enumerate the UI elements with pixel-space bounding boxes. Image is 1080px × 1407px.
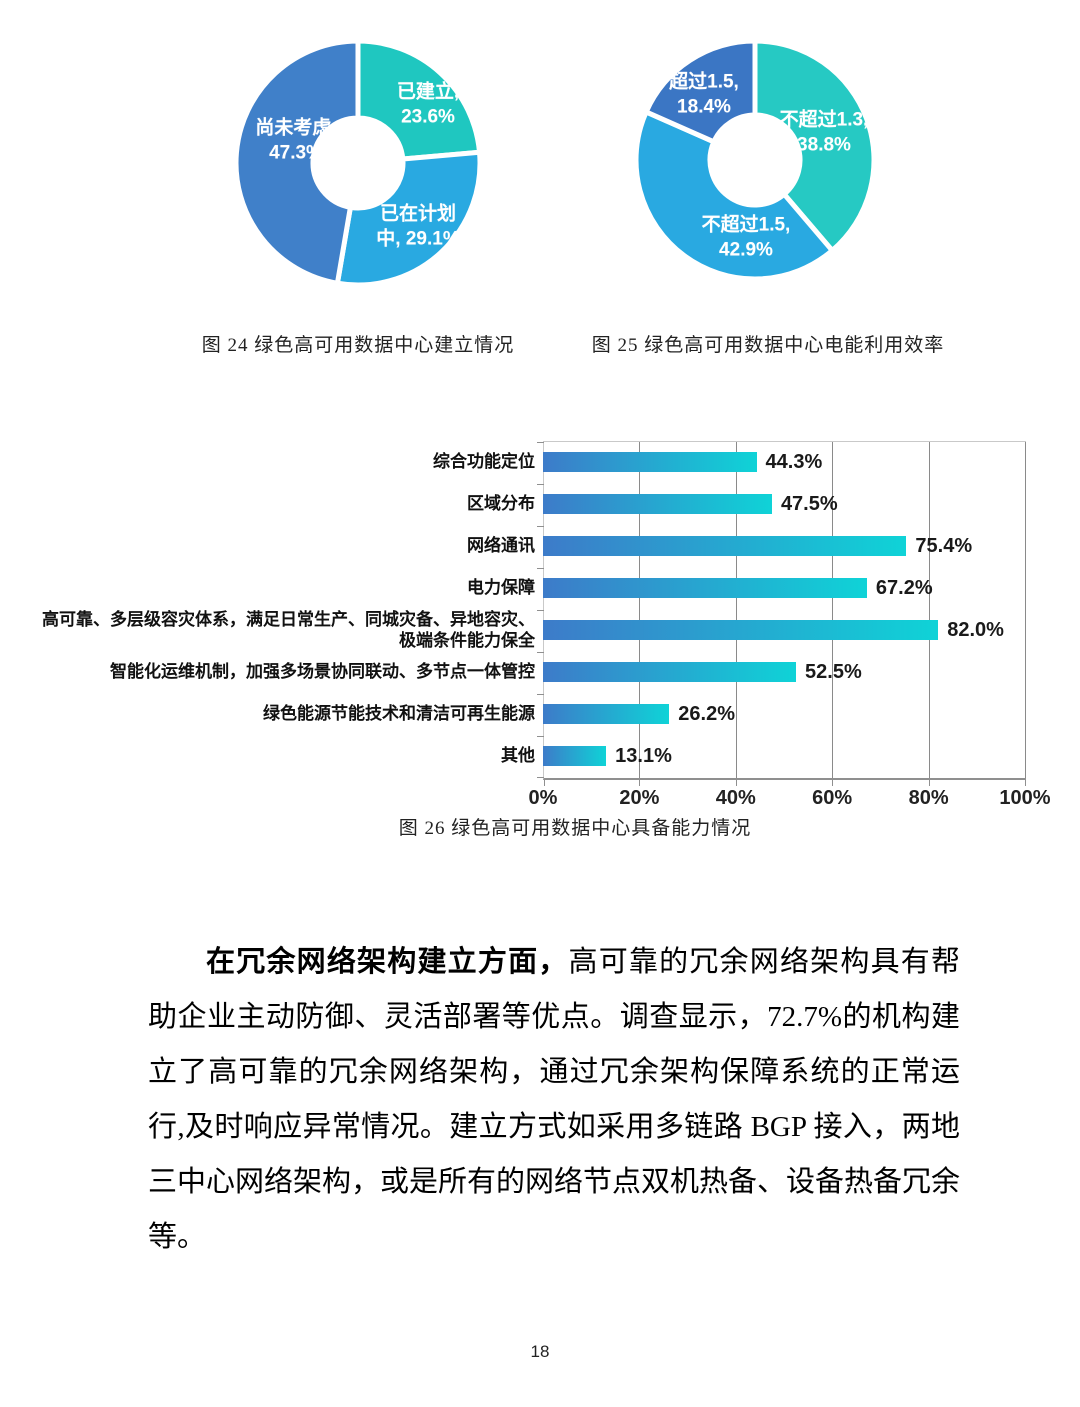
bar-value-label: 26.2%: [678, 702, 735, 725]
bar-chart-capabilities: 综合功能定位 44.3% 区域分布 47.5% 网络通讯 75.4% 电力保障 67.2% 高可…: [35, 441, 1051, 809]
bar-track: 44.3%: [543, 441, 1025, 483]
pie-slice-尚未考虑: [233, 38, 361, 287]
bar-track: 67.2%: [543, 567, 1025, 609]
bar-category-label: 智能化运维机制，加强多场景协同联动、多节点一体管控: [110, 662, 535, 682]
paragraph-bold-lead: 在冗余网络架构建立方面，: [206, 946, 569, 978]
bar: [543, 452, 757, 472]
bar-track: 82.0%: [543, 609, 1025, 651]
y-axis-tick: [537, 736, 544, 737]
bar-category-label: 高可靠、多层级容灾体系，满足日常生产、同城灾备、异地容灾、极端条件能力保全: [42, 609, 535, 650]
donut-svg: [233, 38, 483, 288]
pie-slice-已在计划中: [334, 149, 483, 288]
bar: [543, 536, 907, 556]
y-axis-tick: [537, 484, 544, 485]
bar-value-label: 67.2%: [875, 576, 933, 599]
y-axis-tick: [537, 652, 544, 653]
y-axis-tick: [537, 777, 544, 778]
gridline: [832, 442, 834, 778]
bar-track: 13.1%: [543, 735, 1025, 777]
bar-chart-rows: 综合功能定位 44.3% 区域分布 47.5% 网络通讯 75.4% 电力保障 67.2% 高可…: [35, 441, 1025, 777]
x-axis-tick-label: 20%: [619, 787, 660, 809]
bar-track: 75.4%: [543, 525, 1025, 567]
x-axis-tick-labels: 0% 20% 40% 60% 80% 100%: [529, 787, 1051, 811]
pie-slice-label: 超过1.5, 18.4%: [669, 71, 739, 117]
pie-slice-label: 尚未考虑, 47.3%: [255, 117, 337, 163]
bar-row: 其他 13.1%: [35, 735, 1025, 777]
paragraph-body-text: 高可靠的冗余网络架构具有帮助企业主动防御、灵活部署等优点。调查显示，72.7%的…: [148, 946, 961, 1253]
pie-slice-label: 不超过1.3, 38.8%: [779, 109, 869, 155]
bar-row: 高可靠、多层级容灾体系，满足日常生产、同城灾备、异地容灾、极端条件能力保全 82.…: [35, 609, 1025, 651]
bar-chart-plot-area: [537, 441, 1026, 786]
bar-row: 智能化运维机制，加强多场景协同联动、多节点一体管控 52.5%: [35, 651, 1025, 693]
bar: [543, 578, 867, 598]
pie-slice-已建立: [355, 38, 483, 162]
figure-24-caption: 图 24 绿色高可用数据中心建立情况: [201, 335, 515, 356]
bar-category-label: 其他: [501, 746, 535, 766]
bar: [543, 746, 607, 766]
bar-category-label: 综合功能定位: [433, 452, 535, 472]
bar-track: 52.5%: [543, 651, 1025, 693]
pie-slice-label: 已建立, 23.6%: [396, 81, 460, 127]
y-axis-tick: [537, 610, 544, 611]
pie-slice-label: 已在计划 中, 29.1%: [376, 203, 460, 249]
bar: [543, 620, 939, 640]
x-axis-tick: [928, 778, 930, 786]
x-axis-tick: [544, 778, 545, 786]
x-axis-tick-label: 60%: [812, 787, 853, 809]
x-axis-tick-label: 80%: [908, 787, 949, 809]
y-axis-tick: [537, 568, 544, 569]
bar-row: 综合功能定位 44.3%: [35, 441, 1025, 483]
pie-slice-不超过1.3: [752, 38, 877, 255]
gridline: [735, 442, 737, 778]
donut-chart-power-efficiency: 不超过1.3, 38.8% 不超过1.5, 42.9% 超过1.5, 18.4%: [628, 33, 882, 287]
bar-row: 区域分布 47.5%: [35, 483, 1025, 525]
bar: [543, 494, 772, 514]
bar-value-label: 52.5%: [805, 660, 862, 683]
pie-slice-label: 不超过1.5, 42.9%: [701, 214, 791, 260]
bar: [543, 704, 670, 724]
x-axis-tick-label: 40%: [715, 787, 756, 809]
donut-chart-establishment-status: 已建立, 23.6% 已在计划 中, 29.1% 尚未考虑, 47.3%: [228, 33, 488, 293]
gridline: [1025, 442, 1026, 778]
bar-value-label: 13.1%: [615, 744, 672, 767]
bar-track: 26.2%: [543, 693, 1025, 735]
bar-track: 47.5%: [543, 483, 1025, 525]
bar-value-label: 82.0%: [947, 618, 1004, 641]
bar-category-label: 绿色能源节能技术和清洁可再生能源: [263, 704, 535, 724]
bar: [543, 662, 797, 682]
x-axis-tick-label: 100%: [999, 787, 1051, 809]
page-number: 18: [530, 1342, 550, 1361]
bar-value-label: 44.3%: [765, 450, 823, 473]
gridline: [928, 442, 930, 778]
bar-row: 绿色能源节能技术和清洁可再生能源 26.2%: [35, 693, 1025, 735]
x-axis-tick: [735, 778, 737, 786]
gridline: [639, 442, 641, 778]
bar-value-label: 75.4%: [915, 534, 973, 557]
bar-row: 电力保障 67.2%: [35, 567, 1025, 609]
x-axis-tick: [639, 778, 641, 786]
bar-row: 网络通讯 75.4%: [35, 525, 1025, 567]
pie-slice-超过1.5: [642, 38, 758, 146]
bar-category-label: 区域分布: [467, 494, 535, 514]
bar-category-label: 网络通讯: [467, 536, 535, 556]
pie-slice-不超过1.5: [633, 108, 836, 282]
x-axis-tick: [832, 778, 834, 786]
donut-svg: [633, 38, 877, 282]
y-axis-tick: [537, 694, 544, 695]
figure-26-caption: 图 26 绿色高可用数据中心具备能力情况: [398, 818, 752, 839]
figure-25-caption: 图 25 绿色高可用数据中心电能利用效率: [591, 335, 945, 356]
body-paragraph: 在冗余网络架构建立方面，高可靠的冗余网络架构具有帮助企业主动防御、灵活部署等优点…: [148, 935, 960, 1265]
y-axis-tick: [537, 442, 544, 443]
x-axis-tick-label: 0%: [528, 787, 558, 809]
y-axis-tick: [537, 526, 544, 527]
x-axis-tick: [1025, 778, 1026, 786]
bar-category-label: 电力保障: [467, 578, 535, 598]
bar-value-label: 47.5%: [780, 492, 838, 515]
